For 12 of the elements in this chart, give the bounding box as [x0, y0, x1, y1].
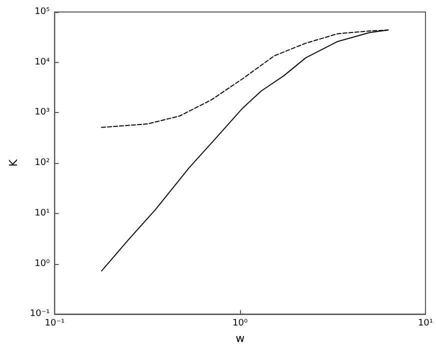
x-tick-label: 10⁻¹ [44, 318, 66, 329]
x-tick-label: 10⁰ [232, 318, 248, 329]
y-tick-label: 10⁵ [34, 7, 50, 17]
y-tick-label: 10⁰ [34, 258, 50, 269]
y-tick-label: 10⁴ [34, 57, 50, 68]
y-axis-title: K [7, 158, 20, 167]
y-tick-label: 10¹ [34, 208, 50, 218]
y-tick-label: 10³ [34, 108, 50, 118]
y-tick-label: 10² [34, 158, 50, 168]
y-tick-label: 10⁻¹ [30, 309, 50, 320]
x-tick-label: 10¹ [418, 318, 434, 329]
x-axis-title: w [236, 332, 245, 345]
